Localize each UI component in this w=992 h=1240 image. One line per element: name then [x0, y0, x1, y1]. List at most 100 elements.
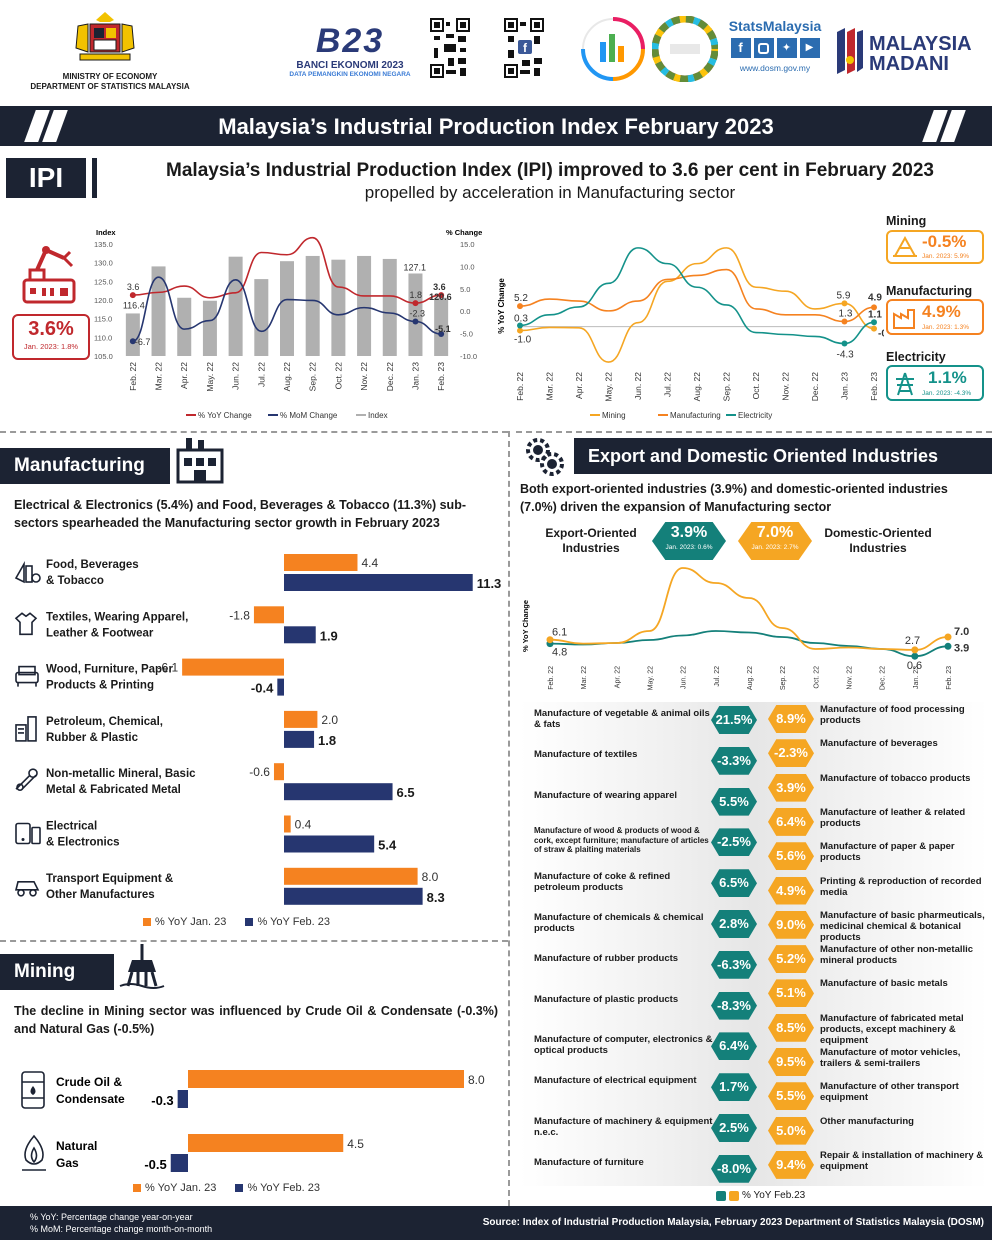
category-label: Wood, Furniture, Paper [46, 664, 173, 676]
ele-label-feb: 1.1 [868, 309, 882, 320]
series-point-1 [546, 636, 554, 644]
category-icon-shirt [14, 612, 38, 636]
manufacturing-section-header: Manufacturing [0, 448, 170, 484]
export-industry-label: Manufacture of vegetable & animal oils &… [534, 708, 710, 730]
category-icon-plant [15, 716, 37, 742]
bar-jan-label: -1.8 [229, 608, 250, 622]
legend-label: Manufacturing [670, 411, 721, 420]
export-industry-label: Manufacture of textiles [534, 748, 638, 760]
export-industry-label: Manufacture of rubber products [534, 952, 679, 964]
ipi-headline-line2: propelled by acceleration in Manufacturi… [364, 183, 736, 202]
bar-feb [284, 626, 316, 644]
export-industry-label: Manufacture of wood & products of wood &… [534, 826, 709, 855]
domestic-industry-value: -2.3% [768, 739, 814, 768]
facebook-icon[interactable]: f [730, 38, 751, 58]
bar-jan [188, 1134, 344, 1152]
mom-label-feb: -5.1 [435, 324, 451, 334]
y2-tick-label: 5.0 [460, 285, 470, 294]
bar-feb-label: 1.9 [320, 628, 338, 643]
x-tick-label: Apr. 22 [614, 666, 621, 688]
x-tick-label: May. 22 [648, 666, 655, 690]
yoy-point [412, 300, 419, 307]
domestic-industry-label: Manufacture of basic pharmeuticals, medi… [820, 909, 985, 943]
export-industry-label: Manufacture of machinery & equipment n.e… [534, 1116, 713, 1138]
page-title: Malaysia’s Industrial Production Index F… [218, 114, 774, 139]
index-bar [434, 297, 449, 356]
export-industry-value: 1.7% [711, 1073, 757, 1102]
exp-label-feb: 3.9 [954, 642, 969, 654]
oil-rig-icon [119, 944, 165, 989]
series-point-1 [911, 646, 919, 654]
y-tick-label: 105.0 [94, 352, 113, 361]
electricity-card: 1.1% Jan. 2023: -4.3% [886, 365, 984, 401]
twitter-icon[interactable]: ✦ [776, 38, 797, 58]
x-tick-label: Feb. 23 [436, 362, 446, 391]
series-line-2 [519, 247, 875, 345]
series-line-0 [519, 247, 875, 363]
qr-code-icon[interactable] [430, 18, 470, 78]
index-label-feb: 120.6 [429, 292, 452, 302]
min-label-jan: 5.9 [837, 290, 851, 301]
title-bar: Malaysia’s Industrial Production Index F… [0, 106, 992, 146]
x-tick-label: Feb. 22 [515, 372, 525, 401]
series-point-2 [517, 322, 523, 329]
stats-url[interactable]: www.dosm.gov.my [739, 63, 811, 73]
series-point-1 [517, 303, 523, 310]
y2-tick-label: -5.0 [460, 330, 473, 339]
domestic-industry-label: Manufacture of basic metals [820, 978, 948, 990]
bar-jan-label: 0.4 [295, 818, 312, 832]
x-tick-label: Dec. 22 [385, 362, 395, 392]
index-bar [408, 273, 423, 356]
header-logos: MINISTRY OF ECONOMY DEPARTMENT OF STATIS… [0, 0, 992, 104]
legend-label: Mining [602, 411, 626, 420]
ministry-line2: DEPARTMENT OF STATISTICS MALAYSIA [30, 82, 190, 91]
svg-text:f: f [523, 41, 528, 55]
mining-description: The decline in Mining sector was influen… [14, 1004, 498, 1036]
ministry-label: MINISTRY OF ECONOMY DEPARTMENT OF STATIS… [30, 72, 190, 92]
mining-subsector-chart: Crude Oil & Condensate 8.0 -0.3 Natural Gas 4.… [21, 1070, 485, 1172]
yoy-point [129, 292, 136, 299]
domestic-industry-value: 5.5% [768, 1082, 814, 1111]
x-tick-label: Dec. 22 [880, 666, 887, 690]
qr-code-facebook-icon[interactable]: f [504, 18, 544, 78]
export-industry-label: Manufacture of electrical equipment [534, 1075, 697, 1087]
export-industry-value: -2.5% [711, 828, 757, 857]
x-tick-label: Apr. 22 [574, 372, 584, 399]
bar-feb-label: 5.4 [378, 838, 397, 853]
banci-subtitle: DATA PEMANGKIN EKONOMI NEGARA [289, 71, 411, 78]
youtube-icon[interactable]: ▶ [799, 38, 820, 58]
bar-feb [284, 887, 423, 905]
min-label-first: -1.0 [514, 335, 532, 346]
bar-jan [284, 554, 358, 571]
electricity-card-sub: Jan. 2023: -4.3% [922, 390, 972, 397]
domestic-industry-value: 9.4% [768, 1150, 814, 1179]
madani-line2: MADANI [869, 53, 949, 75]
bar-feb [170, 1154, 188, 1172]
manufacturing-card-value: 4.9% [922, 302, 961, 321]
domestic-industry-value: 5.1% [768, 979, 814, 1008]
mining-legend: % YoY Jan. 23 % YoY Feb. 23 [133, 1182, 320, 1194]
category-label: Gas [56, 1156, 79, 1170]
manufacturing-description: Electrical & Electronics (5.4%) and Food… [14, 498, 466, 530]
y-tick-label: 135.0 [94, 240, 113, 249]
legend-label: Electricity [738, 411, 772, 420]
domestic-sub: Jan. 2023: 2.7% [751, 544, 799, 551]
ele-label-first: 0.3 [514, 313, 528, 324]
domestic-industry-value: 8.9% [768, 705, 814, 733]
mom-point [129, 338, 136, 345]
category-label: Products & Printing [46, 680, 154, 692]
bar-jan [284, 710, 318, 728]
series-point-1 [841, 318, 848, 325]
domestic-industry-label: Manufacture of beverages [820, 738, 938, 750]
bar-jan-label: 8.0 [422, 870, 439, 884]
yoy-line [132, 236, 442, 304]
exp-label-jan: 0.6 [907, 660, 922, 672]
domestic-industry-value: 5.6% [768, 842, 814, 871]
bar-jan-label: 2.0 [321, 713, 338, 727]
domestic-industry-label: Manufacture of motor vehicles, trailers … [820, 1047, 961, 1069]
bar-feb-label: 1.8 [318, 733, 336, 748]
ele-label-jan: -4.3 [837, 350, 855, 361]
domestic-industry-label: Manufacture of other non-metallic minera… [820, 944, 974, 967]
x-tick-label: Jun. 22 [231, 362, 241, 390]
instagram-icon[interactable] [753, 38, 774, 58]
